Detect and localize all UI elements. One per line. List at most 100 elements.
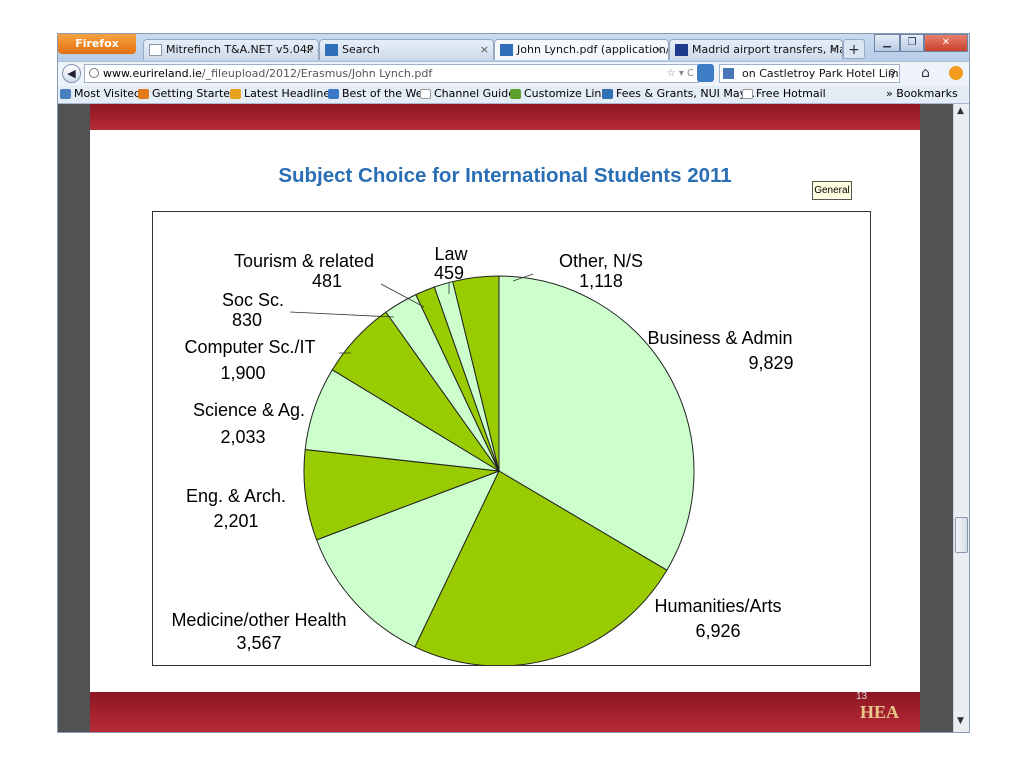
leader-line — [380, 283, 425, 308]
tooltip: General — [812, 181, 852, 200]
bookmark-label: Customize Links — [524, 87, 614, 100]
bookmark-best-of-web[interactable]: Best of the Web — [328, 86, 429, 102]
pie-slice-other-n-s — [452, 275, 500, 472]
reload-star-icon[interactable]: ☆ ▾ C — [666, 68, 694, 79]
magnifier-icon[interactable]: ⚲ — [887, 67, 896, 80]
bookmark-free-hotmail[interactable]: Free Hotmail — [742, 86, 826, 102]
search-bar[interactable]: on Castletroy Park Hotel Limerick ⚲ — [719, 64, 900, 83]
bookmark-icon — [420, 89, 431, 99]
leader-line — [512, 273, 534, 282]
bookmark-icon — [230, 89, 241, 99]
tab-mitrefinch[interactable]: Mitrefinch T&A.NET v5.04P - ... × — [143, 39, 319, 60]
pie-slice-humanities-arts — [414, 470, 668, 665]
bookmarks-toolbar: Most Visited Getting Started Latest Head… — [58, 86, 969, 104]
firefox-menu-button[interactable]: Firefox — [58, 34, 136, 54]
slice-value: 6,926 — [695, 621, 740, 641]
close-icon[interactable]: × — [479, 43, 489, 56]
tab-search[interactable]: Search × — [319, 39, 494, 60]
search-favicon-icon — [325, 44, 338, 56]
slice-label: Soc Sc. — [222, 290, 284, 310]
pdf-page: Subject Choice for International Student… — [90, 104, 920, 732]
page-number: 13 — [856, 691, 868, 702]
slice-label: Humanities/Arts — [654, 596, 781, 616]
bookmark-label: Fees & Grants, NUI May... — [616, 87, 756, 100]
bookmark-label: Latest Headlines — [244, 87, 336, 100]
slide-title: Subject Choice for International Student… — [278, 164, 732, 187]
tab-john-lynch-pdf[interactable]: John Lynch.pdf (application/... × — [494, 39, 669, 60]
slice-value: 3,567 — [236, 633, 281, 653]
slice-value: 481 — [312, 271, 342, 291]
slice-value: 9,829 — [748, 353, 793, 373]
browser-window: Firefox Mitrefinch T&A.NET v5.04P - ... … — [57, 33, 970, 733]
tab-label: John Lynch.pdf (application/... — [517, 43, 669, 56]
page-icon — [149, 44, 162, 56]
slice-value: 1,118 — [579, 271, 623, 291]
globe-icon — [89, 68, 99, 78]
bookmark-icon — [510, 89, 521, 99]
bookmark-getting-started[interactable]: Getting Started — [138, 86, 237, 102]
bookmark-label: Most Visited — [74, 87, 141, 100]
site-favicon-icon — [675, 44, 688, 56]
leader-line — [289, 311, 395, 318]
bookmarks-menu[interactable]: » Bookmarks — [886, 87, 958, 100]
tab-label: Madrid airport transfers, Ma... — [692, 43, 843, 56]
slice-label: Eng. & Arch. — [186, 486, 286, 506]
new-tab-button[interactable]: + — [843, 39, 865, 59]
slice-label: Science & Ag. — [193, 400, 305, 420]
scrollbar-thumb[interactable] — [955, 517, 968, 553]
close-window-button[interactable]: ✕ — [924, 34, 968, 52]
slice-label: Business & Admin — [647, 328, 792, 348]
bookmark-label: Best of the Web — [342, 87, 430, 100]
bookmark-icon — [602, 89, 613, 99]
pie-chart: Business & Admin 9,829 Humanities/Arts 6,92… — [171, 244, 794, 665]
slice-value: 2,033 — [220, 427, 265, 447]
bookmark-label: Free Hotmail — [756, 87, 826, 100]
bookmark-label: Channel Guide — [434, 87, 515, 100]
bookmark-label: Getting Started — [152, 87, 238, 100]
tab-label: Mitrefinch T&A.NET v5.04P - ... — [166, 43, 319, 56]
tab-label: Search — [342, 43, 380, 56]
navigation-bar: ◀ www.eurireland.ie/_fileupload/2012/Era… — [58, 61, 969, 86]
bookmark-most-visited[interactable]: Most Visited — [60, 86, 141, 102]
slice-label: Law — [434, 244, 468, 264]
maximize-button[interactable]: ❐ — [900, 34, 924, 52]
back-button[interactable]: ◀ — [62, 64, 81, 83]
pdf-viewer: Subject Choice for International Student… — [58, 104, 969, 732]
close-icon[interactable]: × — [654, 43, 664, 56]
tab-strip: Firefox Mitrefinch T&A.NET v5.04P - ... … — [58, 34, 969, 61]
pie-slice-medicine-other-health — [315, 470, 500, 648]
tab-madrid-transfers[interactable]: Madrid airport transfers, Ma... × — [669, 39, 843, 60]
bookmark-fees-grants[interactable]: Fees & Grants, NUI May... — [602, 86, 755, 102]
pdf-favicon-icon — [500, 44, 513, 56]
vertical-scrollbar[interactable]: ▲ ▼ — [953, 104, 969, 732]
slice-value: 830 — [232, 310, 262, 330]
hea-logo: HEA — [860, 702, 900, 722]
search-text: on Castletroy Park Hotel Limerick — [742, 67, 899, 80]
pie-slice-business-admin — [498, 275, 695, 571]
bookmark-icon — [138, 89, 149, 99]
url-host: www.eurireland.ie — [103, 67, 202, 80]
scroll-up-arrow-icon[interactable]: ▲ — [957, 106, 964, 116]
slice-label: Medicine/other Health — [171, 610, 346, 630]
url-path: /_fileupload/2012/Erasmus/John Lynch.pdf — [201, 67, 433, 80]
minimize-button[interactable]: ▁ — [874, 34, 900, 52]
slice-value: 2,201 — [213, 511, 258, 531]
close-icon[interactable]: × — [828, 43, 838, 56]
search-engine-icon[interactable] — [723, 68, 734, 79]
bookmark-customize-links[interactable]: Customize Links — [510, 86, 614, 102]
url-bar[interactable]: www.eurireland.ie/_fileupload/2012/Erasm… — [84, 64, 699, 83]
scroll-down-arrow-icon[interactable]: ▼ — [957, 716, 964, 726]
bookmark-icon — [328, 89, 339, 99]
addon-icon[interactable] — [949, 66, 963, 80]
bookmark-icon — [742, 89, 753, 99]
bookmark-channel-guide[interactable]: Channel Guide — [420, 86, 515, 102]
chart-frame: Business & Admin 9,829 Humanities/Arts 6,92… — [152, 211, 871, 666]
slice-value: 459 — [434, 263, 464, 283]
slice-value: 1,900 — [220, 363, 265, 383]
home-icon[interactable]: ⌂ — [921, 65, 930, 81]
close-icon[interactable]: × — [304, 43, 314, 56]
feed-icon[interactable] — [697, 64, 714, 82]
bookmark-latest-headlines[interactable]: Latest Headlines — [230, 86, 336, 102]
slide-top-band — [90, 104, 920, 130]
slice-label: Other, N/S — [559, 251, 643, 271]
